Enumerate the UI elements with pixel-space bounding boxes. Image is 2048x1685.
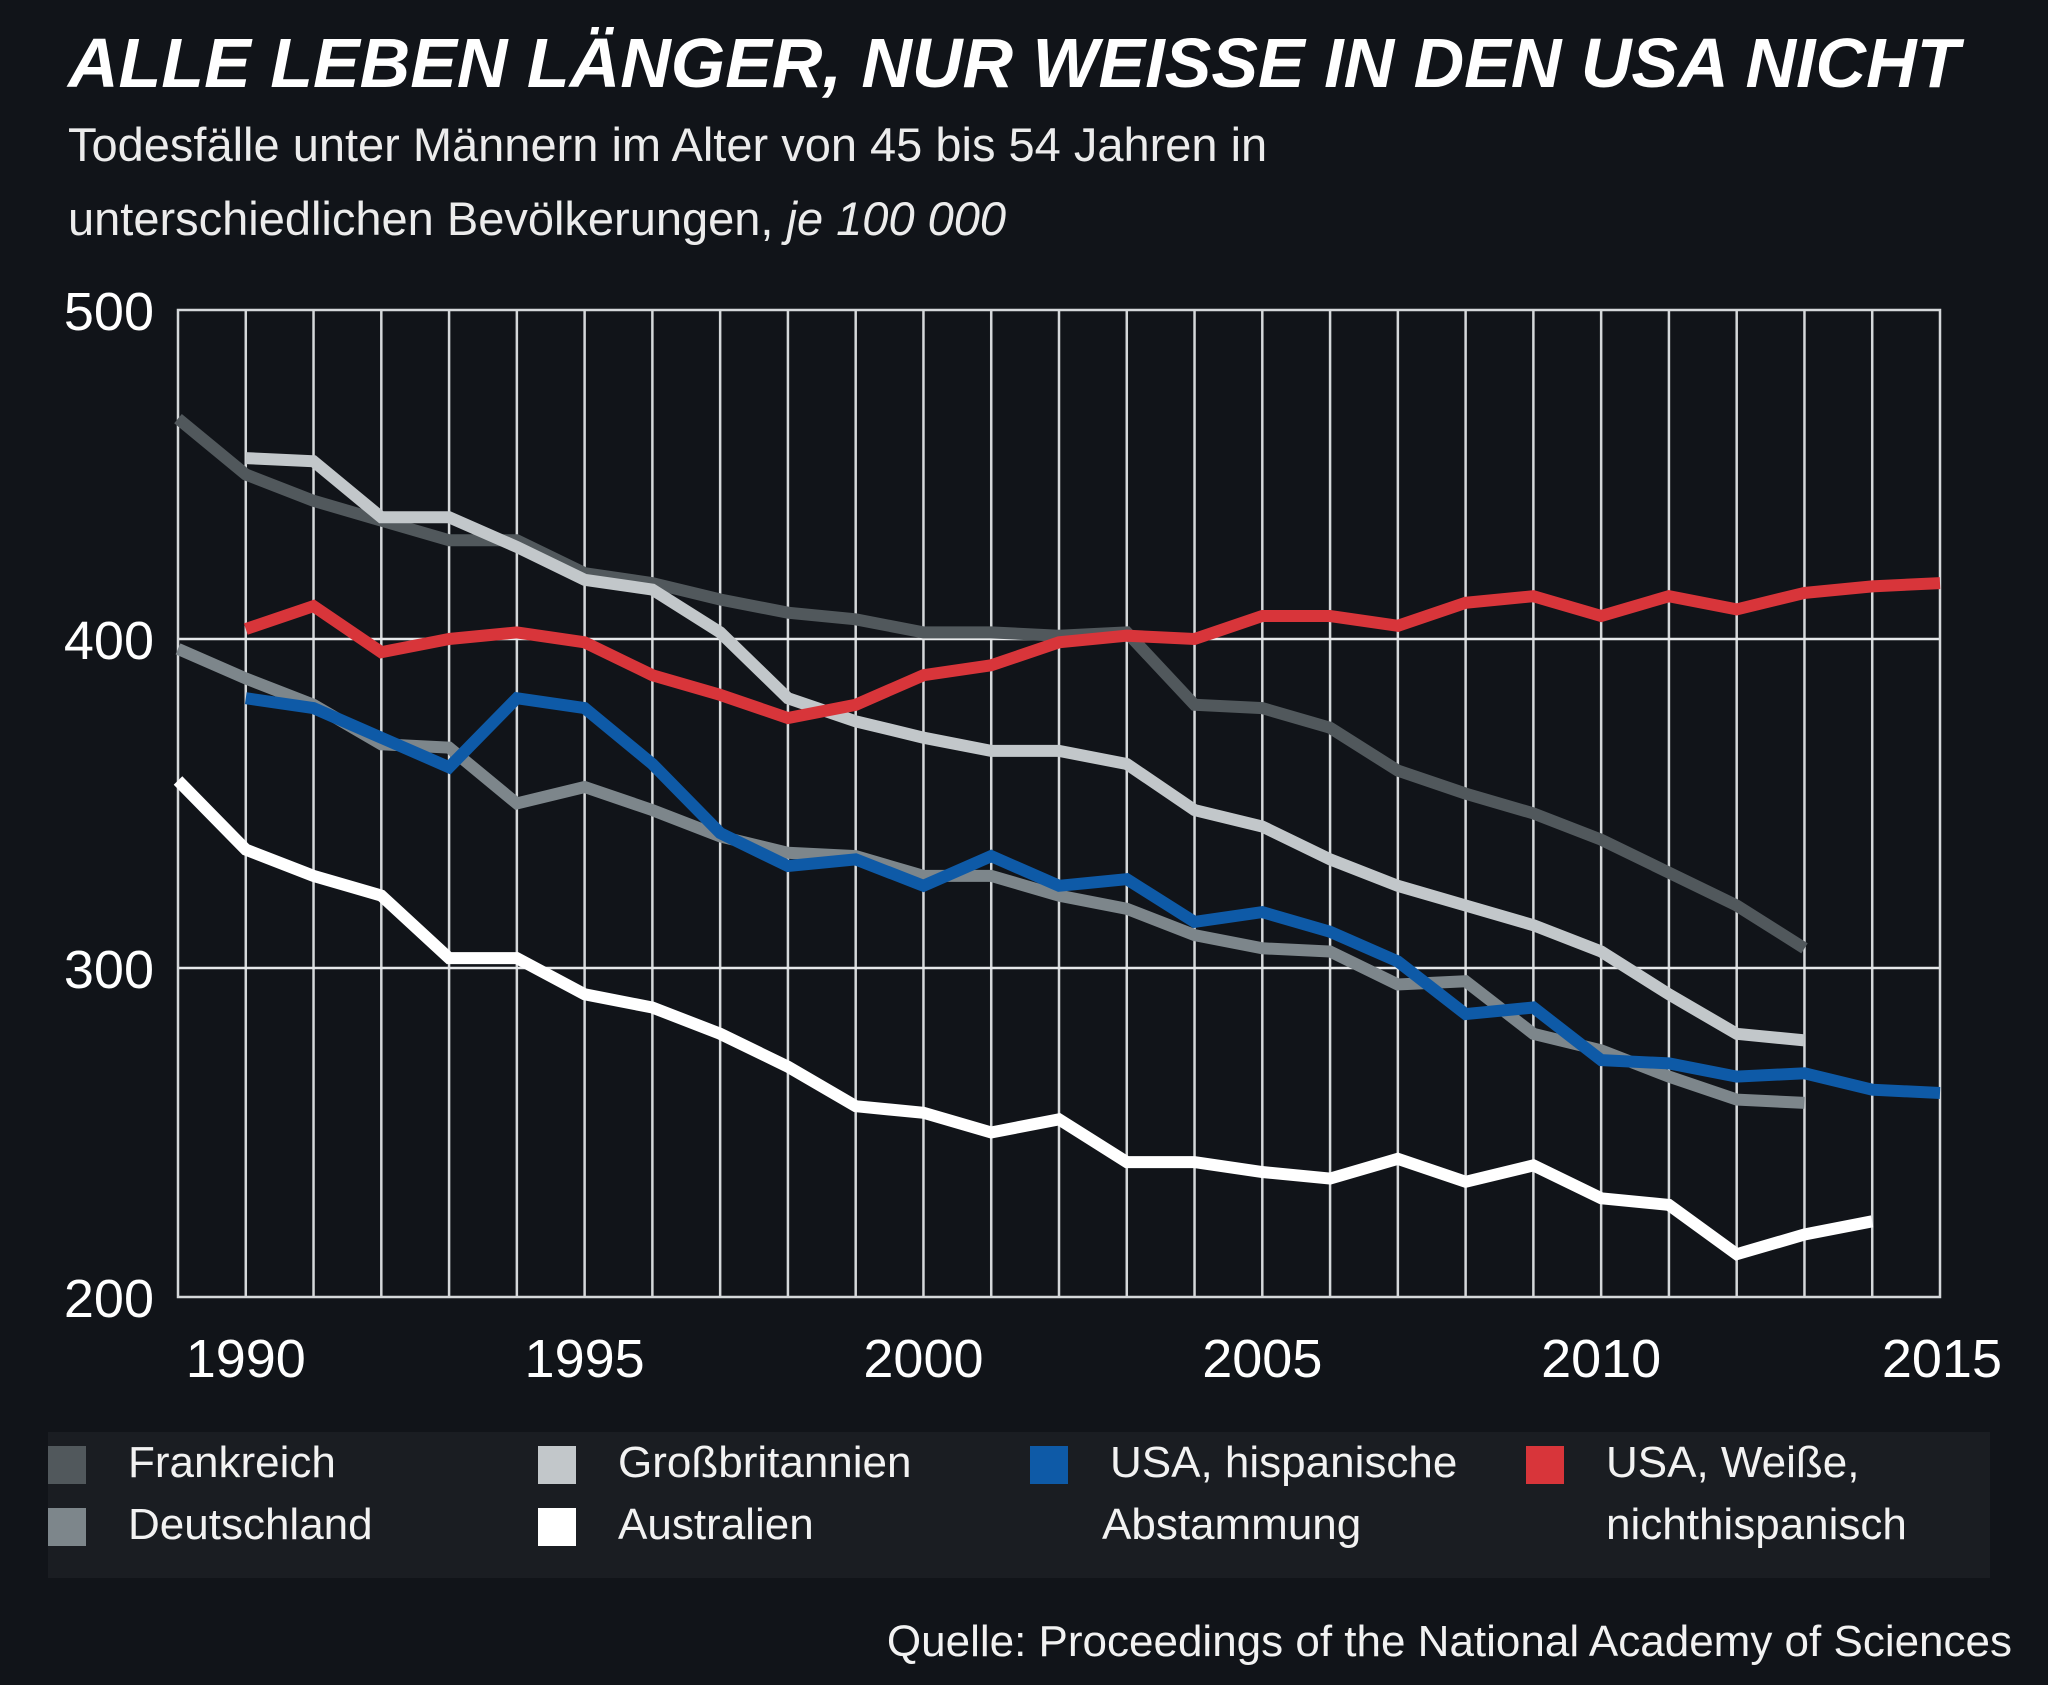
chart-series [173, 413, 1941, 1261]
y-tick-label: 200 [64, 1269, 154, 1329]
legend-label-grossbritannien: Großbritannien [618, 1438, 912, 1487]
legend-label-usa-hispanisch-line2: Abstammung [1102, 1500, 1362, 1549]
chart-title: ALLE LEBEN LÄNGER, NUR WEISSE IN DEN USA… [68, 24, 1960, 102]
legend-label-usa-weisse-line2: nichthispanisch [1606, 1500, 1907, 1549]
subtitle-unit: je 100 000 [786, 192, 1007, 245]
legend-swatch-australien [538, 1508, 576, 1546]
series-line-usa-hispanische-abstammung [244, 691, 1941, 1099]
x-tick-label: 2010 [1541, 1329, 1661, 1389]
legend-swatch-frankreich [48, 1446, 86, 1484]
y-tick-label: 500 [64, 282, 154, 342]
line-chart: 200 300 400 500 1990 1995 2000 2005 2010 2015 [64, 282, 2002, 1389]
y-tick-label: 300 [64, 940, 154, 1000]
series-line-australien [173, 776, 1874, 1261]
plot-frame [176, 308, 1942, 1299]
subtitle-line2: unterschiedlichen Bevölkerungen, [68, 192, 774, 245]
legend-label-usa-hispanisch-line1: USA, hispanische [1110, 1438, 1458, 1487]
legend-swatch-usa-weisse [1526, 1446, 1564, 1484]
legend: Frankreich Deutschland Großbritannien Au… [48, 1432, 1990, 1578]
series-line-usa-weiße-nichthispanisch [243, 577, 1941, 725]
chart-subtitle: Todesfälle unter Männern im Alter von 45… [68, 108, 1768, 256]
series-line-deutschland [175, 643, 1805, 1109]
x-tick-label: 2000 [863, 1329, 983, 1389]
legend-label-australien: Australien [618, 1500, 814, 1549]
y-tick-label: 400 [64, 611, 154, 671]
series-line-großbritannien [245, 452, 1806, 1047]
chart-grid [176, 308, 1942, 1299]
x-tick-label: 1995 [525, 1329, 645, 1389]
x-tick-label: 1990 [186, 1329, 306, 1389]
legend-label-deutschland: Deutschland [128, 1500, 373, 1549]
subtitle-line1: Todesfälle unter Männern im Alter von 45… [68, 118, 1268, 171]
legend-label-usa-weisse-line1: USA, Weiße, [1606, 1438, 1860, 1487]
source-note: Quelle: Proceedings of the National Acad… [886, 1617, 2012, 1666]
legend-swatch-grossbritannien [538, 1446, 576, 1484]
x-tick-label: 2005 [1202, 1329, 1322, 1389]
legend-swatch-usa-hispanisch [1030, 1446, 1068, 1484]
series-line-frankreich [174, 413, 1808, 954]
legend-swatch-deutschland [48, 1508, 86, 1546]
chart-ticks: 200 300 400 500 1990 1995 2000 2005 2010 2015 [64, 282, 2002, 1389]
x-tick-label: 2015 [1882, 1329, 2002, 1389]
legend-label-frankreich: Frankreich [128, 1438, 336, 1487]
